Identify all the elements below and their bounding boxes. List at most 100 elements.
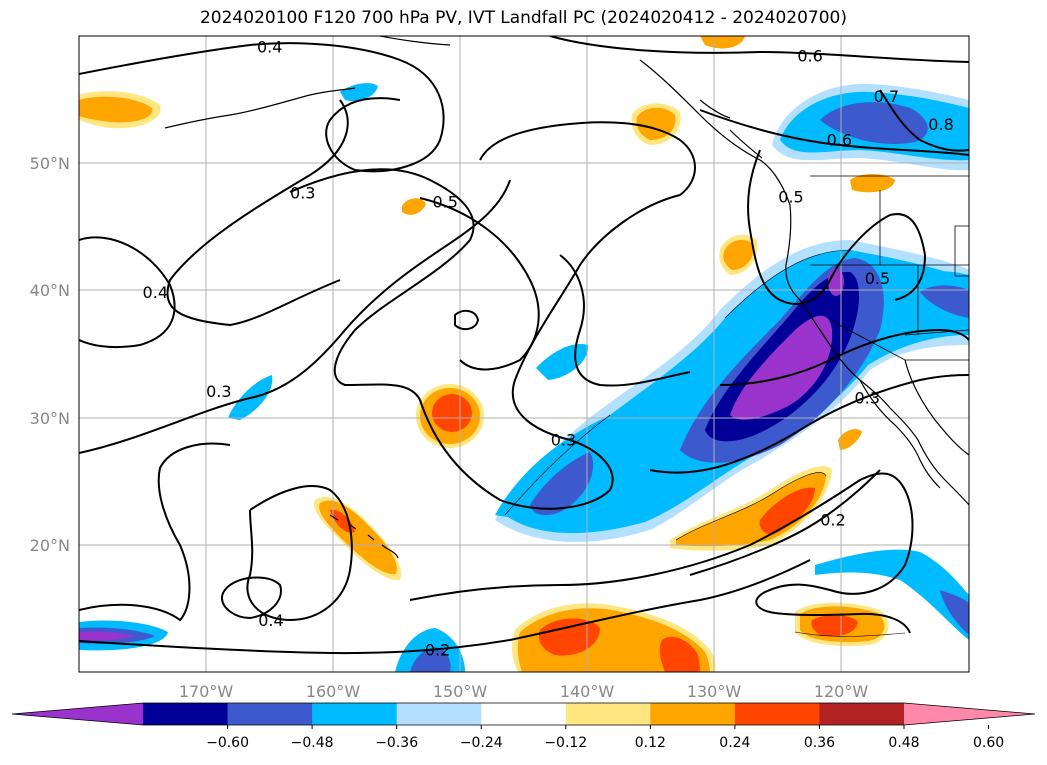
- colorbar-tick-label: 0.60: [973, 735, 1004, 751]
- lon-tick-label: 140°W: [560, 682, 615, 701]
- contour-label: 0.7: [874, 87, 899, 106]
- map-panel: 0.4 0.6 0.7 0.8 0.6 0.3 0.5 0.5 0.4 0.5 0.3 0.3 0.3 0…: [30, 35, 970, 701]
- coast-north: [379, 36, 451, 46]
- negative-east-dark: [920, 285, 969, 318]
- negative-south-dark: [410, 647, 451, 672]
- contour-shoreline: [559, 254, 691, 387]
- contour-top: [79, 42, 445, 173]
- positive-west-mid: [79, 96, 153, 123]
- contour-04-south: [220, 576, 282, 620]
- lon-axis: 170°W 160°W 150°W 140°W 130°W 120°W: [179, 682, 869, 701]
- contour-label: 0.5: [432, 193, 457, 212]
- contour-label: 0.5: [865, 269, 890, 288]
- colorbar-tick-label: 0.24: [719, 735, 750, 751]
- coastlines: [164, 36, 969, 559]
- negative-sw-purple: [79, 631, 135, 641]
- lat-tick-label: 20°N: [30, 536, 70, 555]
- contour-label: 0.8: [928, 115, 953, 134]
- contour-label: 0.3: [551, 430, 576, 449]
- outline-4: [794, 631, 906, 637]
- colorbar-extend-min: [12, 703, 143, 725]
- colorbar-swatch: [565, 703, 651, 725]
- contour-05-east: [747, 149, 927, 305]
- contour-label: 0.4: [258, 611, 283, 630]
- colorbar-tick-label: −0.60: [206, 735, 249, 751]
- lon-tick-label: 160°W: [306, 682, 361, 701]
- positive-small-center: [402, 198, 426, 215]
- colorbar-tick-label: 0.36: [804, 735, 835, 751]
- outline-3: [675, 472, 827, 541]
- lon-tick-label: 130°W: [687, 682, 742, 701]
- negative-se-mid: [815, 549, 969, 640]
- contour-06-coast: [699, 109, 969, 156]
- coast-bc-islands: [699, 99, 763, 159]
- colorbar-tick-label: 0.12: [635, 735, 666, 751]
- coast-alaska-peninsula: [164, 87, 356, 129]
- positive-south-core1: [538, 618, 600, 656]
- contour-02-south: [79, 559, 811, 655]
- coast-mexico-interior: [904, 359, 969, 456]
- map-frame: [78, 35, 970, 673]
- lat-tick-label: 40°N: [30, 281, 70, 300]
- contour-label: 0.6: [797, 46, 822, 65]
- political-borders: [810, 175, 969, 361]
- contour-label: 0.2: [820, 511, 845, 530]
- colorbar-swatch: [396, 703, 482, 725]
- contour-04-loop: [246, 485, 353, 622]
- contour-label: 0.4: [257, 37, 282, 56]
- coast-pacific-nw: [639, 59, 969, 506]
- contour-03-left: [79, 179, 511, 454]
- positive-subtropical-core: [432, 394, 472, 432]
- positive-se-core: [811, 614, 858, 637]
- outline-1: [504, 414, 611, 516]
- contour-label: 0.6: [827, 130, 852, 149]
- negative-patch-nw: [340, 83, 378, 102]
- contour-loop-small: [454, 309, 480, 331]
- colorbar-swatch: [481, 703, 567, 725]
- colorbar-swatches: [11, 702, 1036, 726]
- map-title: 2024020100 F120 700 hPa PV, IVT Landfall…: [199, 8, 847, 28]
- negative-ne-dark: [820, 102, 928, 144]
- negative-core-small: [828, 268, 844, 296]
- colorbar-tick-label: 0.48: [888, 735, 919, 751]
- positive-hawaii-core: [330, 509, 355, 533]
- contour-ak: [166, 99, 349, 327]
- colorbar-swatch: [227, 703, 313, 725]
- contour-south-big: [409, 472, 914, 634]
- negative-core-purple: [730, 315, 833, 420]
- positive-southeast-core: [759, 487, 815, 535]
- contour-label: 0.3: [206, 382, 231, 401]
- colorbar-swatch: [650, 703, 736, 725]
- colorbar-outline: [11, 702, 1036, 726]
- border-box: [954, 225, 969, 277]
- contour-west-03: [79, 236, 176, 349]
- lat-tick-label: 30°N: [30, 409, 70, 428]
- colorbar: −0.60 −0.48 −0.36 −0.24 −0.12 0.12 0.24 0.36 0.4…: [11, 702, 1036, 751]
- contour-03-south: [649, 374, 969, 474]
- coast-baja: [859, 379, 941, 489]
- negative-patch-central-dark: [530, 452, 594, 516]
- contour-label: 0.4: [143, 283, 168, 302]
- lon-tick-label: 170°W: [179, 682, 234, 701]
- contour-big-loop: [289, 121, 696, 510]
- positive-top-center: [700, 36, 745, 49]
- contour-02-east: [689, 469, 881, 576]
- colorbar-ticks: −0.60 −0.48 −0.36 −0.24 −0.12 0.12 0.24 0.36 0.4…: [206, 725, 1004, 751]
- positive-bc: [850, 174, 895, 193]
- colorbar-tick-label: −0.24: [460, 735, 503, 751]
- positive-south-core2: [659, 636, 700, 672]
- colorbar-tick-label: −0.36: [375, 735, 418, 751]
- contour-label: 0.3: [855, 389, 880, 408]
- colorbar-tick-label: −0.12: [544, 735, 587, 751]
- border-states: [829, 190, 969, 361]
- contour-04-sw: [79, 442, 231, 622]
- contour-label: 0.2: [425, 640, 450, 659]
- contour-right-top: [549, 36, 969, 63]
- colorbar-swatch: [312, 703, 398, 725]
- contour-03-east: [719, 328, 969, 386]
- positive-oregon: [723, 239, 754, 270]
- colorbar-extend-max: [904, 703, 1035, 725]
- pv-contours: [79, 36, 969, 655]
- coast-hawaii: [329, 514, 399, 559]
